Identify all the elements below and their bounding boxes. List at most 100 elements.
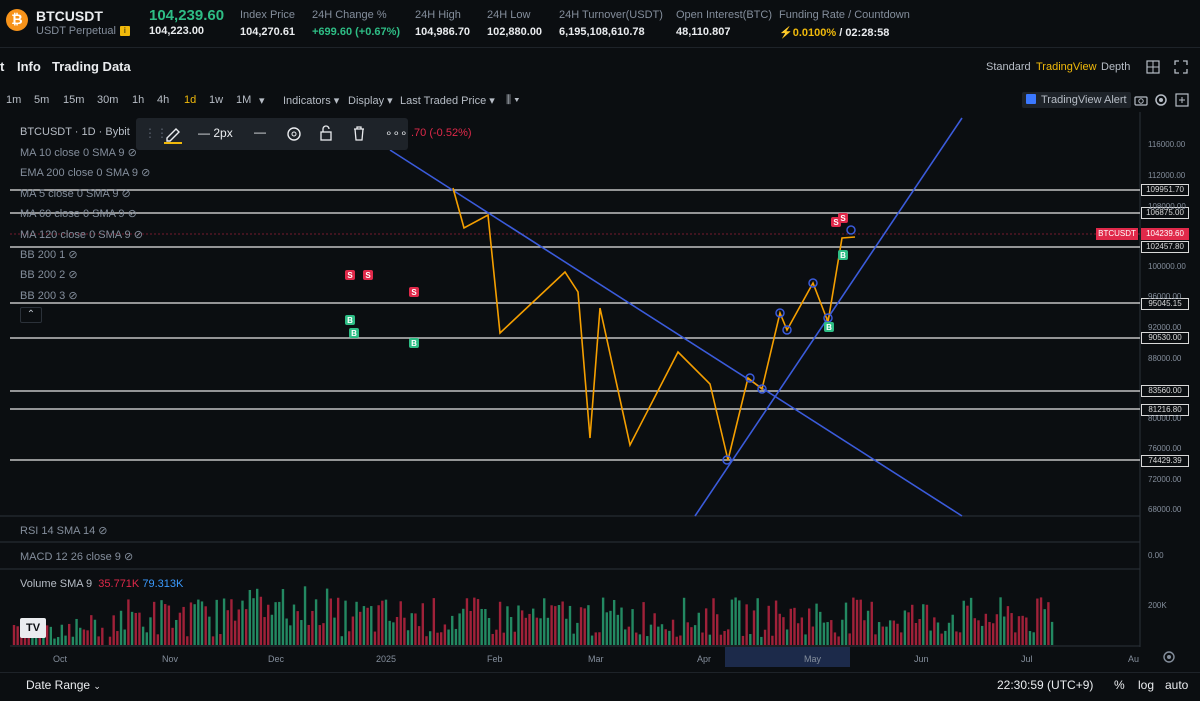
volume-bar <box>620 607 623 645</box>
volume-bar <box>649 624 653 645</box>
stat-value: 104,986.70 <box>415 26 471 38</box>
eye-off-icon[interactable]: ⊘ <box>98 525 108 537</box>
tab-chart[interactable]: t <box>0 59 5 74</box>
volume-bar <box>93 619 97 645</box>
volume-bar <box>495 629 498 645</box>
timeframe-1M[interactable]: 1M <box>236 94 252 106</box>
eye-off-icon[interactable]: ⊘ <box>130 229 143 241</box>
eye-off-icon[interactable]: ⊘ <box>138 167 151 179</box>
volume-bar <box>476 599 480 645</box>
volume-bar <box>716 614 719 645</box>
volume-bar <box>506 606 509 645</box>
timeframe-1m[interactable]: 1m <box>6 94 22 106</box>
expand-icon[interactable] <box>1175 93 1189 107</box>
drag-handle-icon[interactable]: ⋮⋮ <box>144 126 168 140</box>
volume-bar <box>811 626 815 645</box>
candle-type-icon[interactable]: ⫼ ▾ <box>506 94 520 106</box>
stat-value: ⚡0.0100% / 02:28:58 <box>779 26 910 39</box>
volume-bar <box>233 620 237 645</box>
eye-off-icon[interactable]: ⊘ <box>124 208 137 220</box>
layout-grid-icon[interactable] <box>1146 60 1160 74</box>
stat-label: Index Price <box>240 9 296 21</box>
lock-icon[interactable] <box>319 125 333 141</box>
volume-bar <box>300 620 303 645</box>
tab-standard[interactable]: Standard <box>986 61 1031 73</box>
volume-bar <box>568 605 572 645</box>
volume-bar <box>819 611 822 645</box>
tradingview-alert-button[interactable]: TradingView Alert <box>1022 92 1131 108</box>
eye-off-icon[interactable]: ⊘ <box>123 551 134 563</box>
volume-axis-value: 200K <box>1148 601 1167 610</box>
pencil-icon[interactable] <box>164 124 182 144</box>
volume-bar <box>366 607 369 645</box>
volume-bar <box>690 627 693 645</box>
percent-toggle[interactable]: % <box>1114 678 1125 692</box>
eye-off-icon[interactable]: ⊘ <box>65 290 78 302</box>
price-source-button[interactable]: Last Traded Price ▾ <box>400 95 495 107</box>
tab-info[interactable]: Info <box>17 59 41 74</box>
price-axis-label: 100000.00 <box>1148 262 1186 271</box>
volume-bar <box>947 622 951 645</box>
fullscreen-icon[interactable] <box>1174 60 1188 74</box>
timeframe-1w[interactable]: 1w <box>209 94 224 106</box>
timeframe-1d[interactable]: 1d <box>184 94 197 106</box>
volume-bar <box>962 600 965 645</box>
volume-bar <box>509 617 513 645</box>
indicator-legend-item: MA 10 close 0 SMA 9 ⊘ <box>20 146 137 159</box>
line-width-button[interactable]: — 2px <box>198 126 233 140</box>
info-icon[interactable]: i <box>119 26 130 37</box>
symbol-name[interactable]: BTCUSDT <box>36 8 103 24</box>
stat-label: 24H High <box>415 9 461 21</box>
volume-bar <box>222 598 226 645</box>
volume-bar <box>579 607 583 645</box>
volume-bar <box>186 636 189 645</box>
eye-off-icon[interactable]: ⊘ <box>118 188 131 200</box>
marker-label: S <box>840 214 846 223</box>
volume-bar <box>112 615 115 645</box>
volume-bar <box>686 622 689 645</box>
camera-icon[interactable] <box>1134 94 1148 106</box>
stat-open-interest: Open Interest(BTC) 48,110.807 <box>676 9 772 38</box>
tab-tradingview[interactable]: TradingView <box>1036 61 1097 73</box>
time-axis-label: 2025 <box>376 654 397 664</box>
log-toggle[interactable]: log <box>1138 678 1155 692</box>
stat-label: Funding Rate / Countdown <box>779 9 910 21</box>
timeframe-5m[interactable]: 5m <box>34 94 50 106</box>
indicators-button[interactable]: Indicators ▾ <box>283 95 340 107</box>
tab-trading-data[interactable]: Trading Data <box>52 59 131 74</box>
more-icon[interactable]: ∘∘∘ <box>385 126 408 140</box>
timeframe-30m[interactable]: 30m <box>97 94 119 106</box>
axis-settings-icon[interactable] <box>1162 650 1176 664</box>
eye-off-icon[interactable]: ⊘ <box>124 147 137 159</box>
volume-bar <box>929 630 932 645</box>
price-tag: 95045.15 <box>1141 298 1189 310</box>
auto-toggle[interactable]: auto <box>1165 678 1189 692</box>
volume-bar <box>428 631 432 645</box>
trash-icon[interactable] <box>352 125 366 141</box>
volume-bar <box>373 631 377 645</box>
line-style-icon[interactable]: — <box>254 125 266 139</box>
settings-icon[interactable] <box>1154 93 1168 107</box>
display-button[interactable]: Display ▾ <box>348 95 393 107</box>
timeframe-4h[interactable]: 4h <box>157 94 170 106</box>
clock[interactable]: 22:30:59 (UTC+9) <box>997 678 1094 692</box>
volume-bar <box>631 609 634 645</box>
eye-off-icon[interactable]: ⊘ <box>65 269 78 281</box>
collapse-legend-button[interactable]: ⌃ <box>20 307 42 323</box>
timeframe-1h[interactable]: 1h <box>132 94 145 106</box>
timeframe-dropdown-icon[interactable]: ▾ <box>259 95 265 107</box>
macd-legend: MACD 12 26 close 9 ⊘ <box>20 550 133 563</box>
gear-icon[interactable] <box>286 126 302 142</box>
buy-marker <box>824 322 834 332</box>
timeframe-15m[interactable]: 15m <box>63 94 85 106</box>
eye-off-icon[interactable]: ⊘ <box>65 249 78 261</box>
volume-bar <box>362 606 366 645</box>
tab-depth[interactable]: Depth <box>1101 61 1131 73</box>
time-axis-label: Dec <box>268 654 285 664</box>
volume-bar <box>318 625 321 645</box>
date-range-button[interactable]: Date Range ⌄ <box>26 678 101 692</box>
stat-value: 102,880.00 <box>487 26 543 38</box>
